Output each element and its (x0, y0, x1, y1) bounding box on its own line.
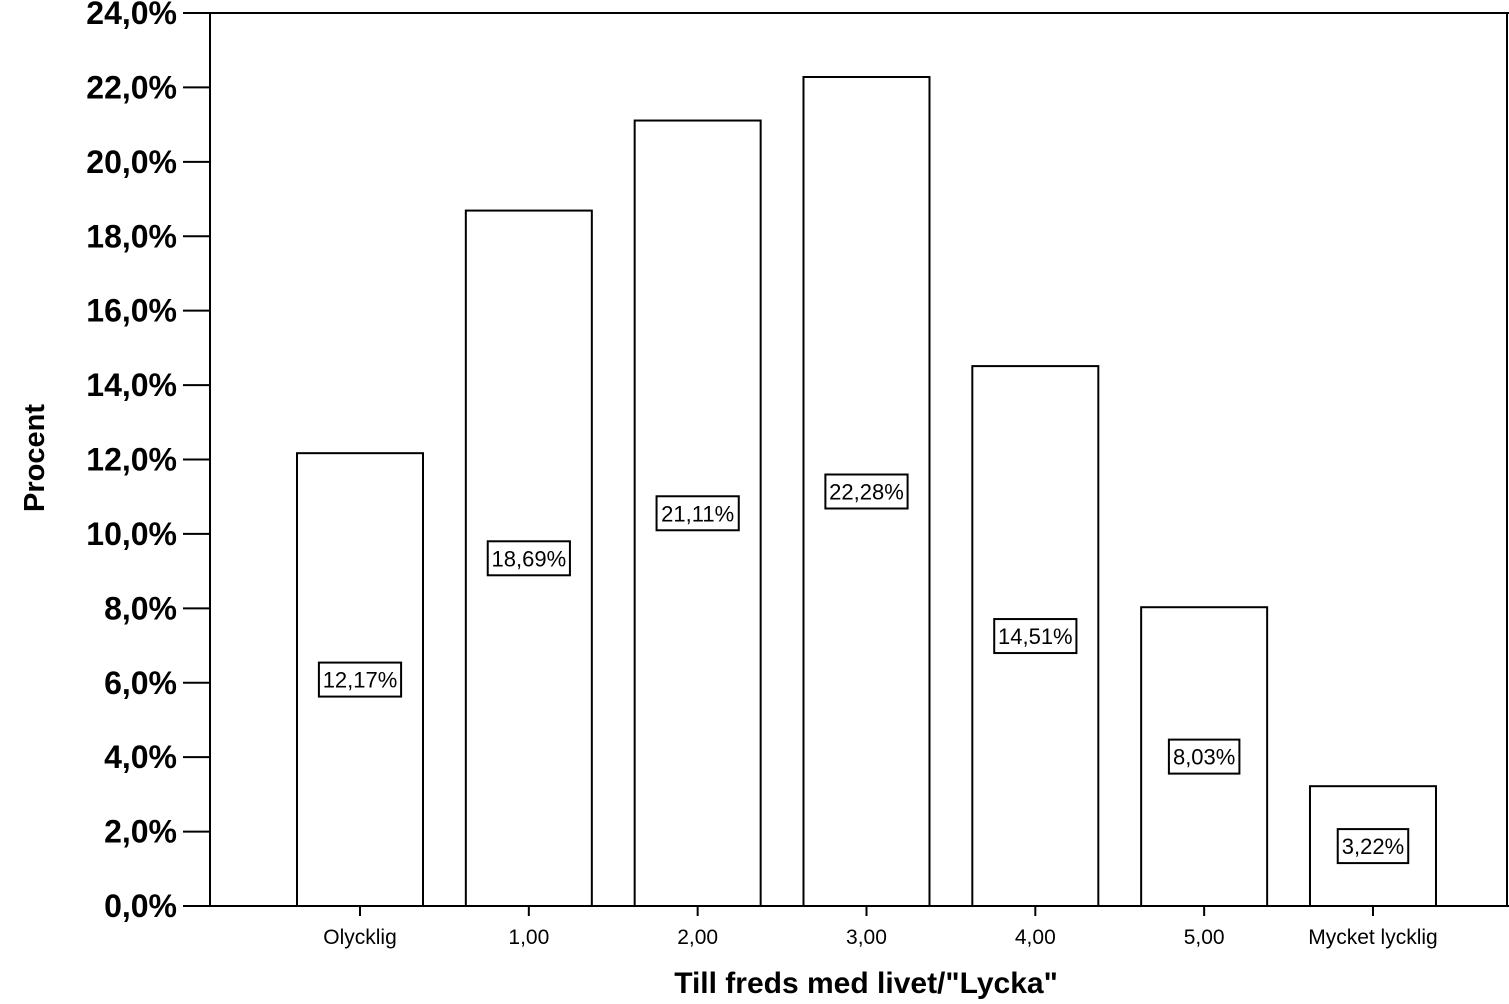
y-tick-label: 16,0% (86, 293, 177, 329)
bars: 12,17% 18,69% 21,11% 22,28% 14,51% 8,03% 3,22% (296, 75, 1437, 908)
y-tick-label: 4,0% (104, 739, 177, 775)
y-tick-label: 22,0% (86, 69, 177, 105)
data-label: 18,69% (492, 546, 567, 571)
y-tick-label: 2,0% (104, 814, 177, 850)
y-tick-label: 20,0% (86, 144, 177, 180)
y-tick-label: 10,0% (86, 516, 177, 552)
data-label: 22,28% (829, 479, 904, 504)
y-tick-label: 14,0% (86, 367, 177, 403)
y-tick-label: 8,0% (104, 590, 177, 626)
x-axis-title: Till freds med livet/"Lycka" (674, 967, 1058, 1000)
x-tick-label: 1,00 (508, 926, 549, 949)
data-label: 14,51% (998, 624, 1073, 649)
x-tick-label: 5,00 (1184, 926, 1225, 949)
y-tick-label: 0,0% (104, 888, 177, 924)
y-tick-label: 18,0% (86, 218, 177, 254)
data-label: 12,17% (323, 668, 398, 693)
x-axis: Olycklig 1,00 2,00 3,00 4,00 5,00 Mycket lyckl… (323, 906, 1438, 949)
data-label: 21,11% (661, 501, 734, 526)
x-tick-label: Olycklig (323, 926, 397, 949)
y-axis: 0,0% 2,0% 4,0% 6,0% 8,0% 10,0% 12,0% 14,0% 16,0%… (86, 0, 210, 924)
data-label-box (655, 495, 740, 532)
data-label: 8,03% (1173, 745, 1235, 770)
y-axis-title: Procent (19, 404, 51, 512)
x-tick-label: 2,00 (677, 926, 718, 949)
y-tick-label: 12,0% (86, 442, 177, 478)
y-tick-label: 6,0% (104, 665, 177, 701)
data-label-box (993, 618, 1078, 655)
data-label-box (1336, 828, 1410, 865)
data-label-box (1167, 738, 1241, 775)
x-tick-label: Mycket lycklig (1308, 926, 1438, 949)
bar (1308, 785, 1437, 907)
data-label: 3,22% (1342, 834, 1404, 859)
data-label-box (824, 473, 909, 510)
y-tick-label: 24,0% (86, 0, 177, 31)
x-tick-label: 3,00 (846, 926, 887, 949)
x-tick-label: 4,00 (1015, 926, 1056, 949)
data-label-box (486, 540, 571, 577)
data-label-box (317, 661, 403, 698)
